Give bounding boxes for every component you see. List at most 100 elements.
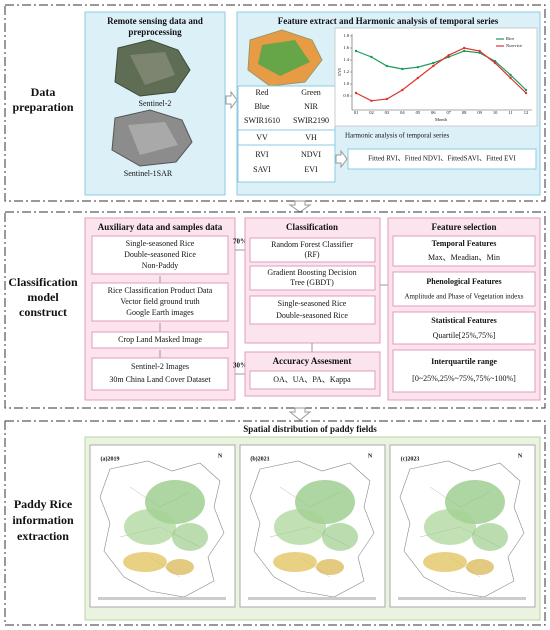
box xyxy=(91,357,229,391)
x-tick-label: 09 xyxy=(477,110,482,115)
section-label: extraction xyxy=(17,529,69,543)
reference-item: Rice Classification Product Data xyxy=(108,286,213,295)
map-label: (a)2019 xyxy=(101,455,120,462)
x-tick-label: 12 xyxy=(524,110,529,115)
band-table xyxy=(237,85,336,183)
band: VV xyxy=(256,133,268,142)
reference-item: Google Earth images xyxy=(126,308,194,317)
class-item: Single-seasoned Rice xyxy=(126,239,195,248)
chart-frame xyxy=(334,27,538,127)
x-tick-label: 11 xyxy=(508,110,512,115)
band: Green xyxy=(301,88,321,97)
point xyxy=(524,88,528,92)
feature-items: Quartile[25%,75%] xyxy=(433,331,496,340)
section-frame xyxy=(4,420,546,626)
x-tick-label: 02 xyxy=(369,110,374,115)
section-label: construct xyxy=(19,305,67,319)
box xyxy=(392,311,536,345)
section-label: preparation xyxy=(12,100,73,114)
point xyxy=(370,99,373,103)
output: Single-seasoned Rice xyxy=(278,299,347,308)
map-label: (b)2021 xyxy=(250,455,269,462)
north-arrow: N xyxy=(518,453,523,459)
point xyxy=(354,49,358,53)
y-tick-label: 1.8 xyxy=(343,33,349,38)
band: SAVI xyxy=(253,165,271,174)
feature-items: Amplitude and Phase of Vegetation indexs xyxy=(404,293,523,301)
chart-caption: Harmonic analysis of temporal series xyxy=(345,132,449,140)
class-item: Double-seasoned Rice xyxy=(124,250,196,259)
point xyxy=(370,55,373,59)
class-item: Non-Paddy xyxy=(142,261,178,270)
box xyxy=(249,265,376,291)
band: SWIR2190 xyxy=(293,116,329,125)
box xyxy=(91,331,229,349)
arrow xyxy=(225,90,238,110)
map-label: (c)2023 xyxy=(401,455,420,462)
point xyxy=(416,76,420,80)
input-item: 30m China Land Cover Dataset xyxy=(109,375,211,384)
band: VH xyxy=(305,133,317,142)
x-tick-label: 04 xyxy=(400,110,405,115)
feature-group: Phenological Features xyxy=(426,277,501,286)
point xyxy=(385,97,389,101)
y-tick-label: 0.8 xyxy=(343,93,349,98)
split-label: 30% xyxy=(233,362,247,370)
section-frame xyxy=(4,211,546,409)
image-caption: Sentinel-2 xyxy=(139,99,172,108)
image-detail xyxy=(258,40,310,76)
metrics: OA、UA、PA、Kappa xyxy=(273,375,351,384)
point xyxy=(416,66,420,69)
box xyxy=(392,349,536,393)
band: SWIR1610 xyxy=(244,116,280,125)
image-detail xyxy=(128,122,178,155)
box xyxy=(392,271,536,307)
arrow xyxy=(288,407,312,421)
feature-items: [0~25%,25%~75%,75%~100%] xyxy=(412,374,516,383)
section-label: information xyxy=(12,513,74,527)
point xyxy=(447,54,450,57)
band: Blue xyxy=(254,102,270,111)
point xyxy=(432,64,435,68)
panel-title: Accuracy Assesment xyxy=(273,356,352,366)
x-tick-label: 06 xyxy=(431,110,436,115)
point xyxy=(447,55,450,59)
box xyxy=(249,237,376,263)
band: NIR xyxy=(304,102,318,111)
model: Gradient Boosting Decision xyxy=(267,268,356,277)
point xyxy=(478,49,481,53)
point xyxy=(509,73,512,77)
model: Tree (GBDT) xyxy=(290,278,334,287)
section-label: Classification xyxy=(8,275,78,289)
north-arrow: N xyxy=(368,453,373,459)
band: EVI xyxy=(304,165,318,174)
panel-title: Auxiliary data and samples data xyxy=(98,222,223,232)
feature-group: Interquartile range xyxy=(431,357,497,366)
output: Double-seasoned Rice xyxy=(276,311,348,320)
section-label: Data xyxy=(31,85,56,99)
point xyxy=(432,61,435,65)
x-tick-label: 07 xyxy=(446,110,451,115)
y-tick-label: 1.0 xyxy=(343,81,349,86)
point xyxy=(462,49,466,53)
panel-title: Feature selection xyxy=(431,222,496,232)
band: Red xyxy=(256,88,269,97)
x-tick-label: 01 xyxy=(354,110,359,115)
box xyxy=(249,295,376,325)
y-tick-label: 1.2 xyxy=(343,69,349,74)
image-caption: Sentinel-1SAR xyxy=(124,169,173,178)
mask-item: Crop Land Masked Image xyxy=(118,335,202,344)
arrow xyxy=(335,149,348,169)
panel-title: Feature extract and Harmonic analysis of… xyxy=(278,16,499,26)
x-axis-label: Month xyxy=(435,117,448,122)
x-tick-label: 10 xyxy=(493,110,498,115)
x-tick-label: 05 xyxy=(416,110,421,115)
point xyxy=(509,76,512,80)
north-arrow: N xyxy=(218,453,223,459)
band: NDVI xyxy=(301,150,321,159)
series-line xyxy=(355,47,527,102)
y-axis-label: EVI xyxy=(337,68,342,76)
panel-title: Spatial distribution of paddy fields xyxy=(243,424,377,434)
section-frame xyxy=(4,4,546,202)
